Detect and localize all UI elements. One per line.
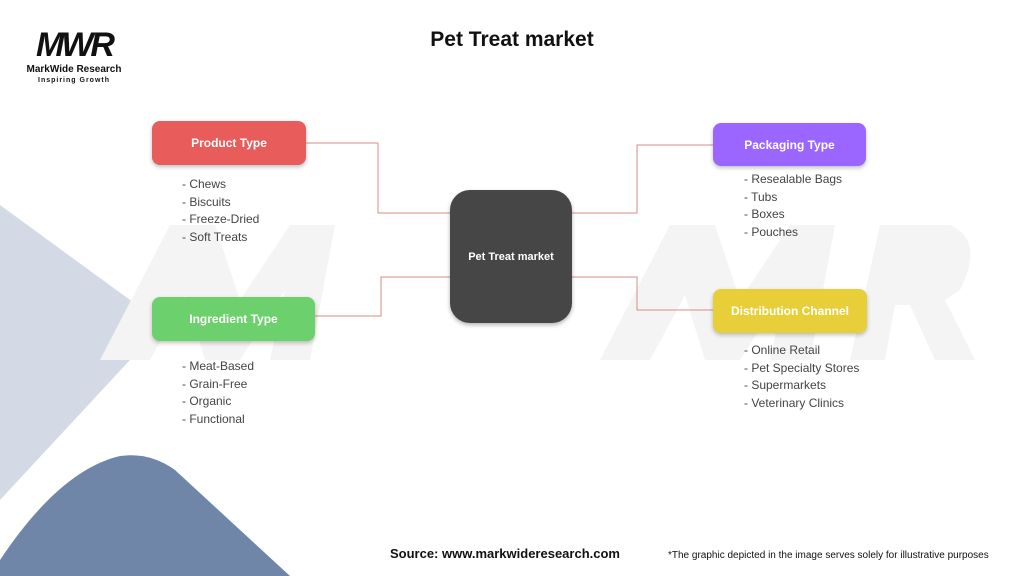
page-title: Pet Treat market xyxy=(430,28,594,51)
connector-product-type xyxy=(306,142,450,214)
distribution-channel-list: - Online Retail - Pet Specialty Stores -… xyxy=(744,342,859,412)
list-item: - Resealable Bags xyxy=(744,172,843,186)
list-item: - Chews xyxy=(182,177,227,191)
list-item: - Functional xyxy=(182,411,245,426)
logo-tagline: Inspiring Growth xyxy=(38,77,110,84)
list-item: - Boxes xyxy=(744,207,785,221)
list-item: - Pouches xyxy=(744,224,799,239)
branch-distribution-channel: Distribution Channel xyxy=(713,289,867,333)
connectors xyxy=(306,142,713,317)
list-item: - Grain-Free xyxy=(182,376,248,391)
list-item: - Organic xyxy=(182,394,232,408)
branch-product-type: Product Type xyxy=(152,121,306,165)
logo-mark: MWR xyxy=(36,26,115,64)
list-item: - Freeze-Dried xyxy=(182,212,260,226)
center-node: Pet Treat market xyxy=(450,190,572,323)
ingredient-type-list: - Meat-Based - Grain-Free - Organic - Fu… xyxy=(182,358,254,428)
connector-ingredient-type xyxy=(315,276,450,317)
watermark-shape xyxy=(850,225,975,360)
logo-name: MarkWide Research xyxy=(26,64,122,75)
connector-distribution-channel xyxy=(572,276,713,311)
list-item: - Meat-Based xyxy=(182,359,255,373)
product-type-list: - Chews - Biscuits - Freeze-Dried - Soft… xyxy=(182,176,259,246)
list-item: - Tubs xyxy=(744,189,778,204)
connector-packaging-type xyxy=(572,144,713,214)
decor-shape-light xyxy=(0,205,145,500)
disclaimer-note: *The graphic depicted in the image serve… xyxy=(668,550,989,561)
list-item: - Pet Specialty Stores xyxy=(744,360,860,375)
logo: MWR MarkWide Research Inspiring Growth xyxy=(18,26,130,85)
decor-shape-dark xyxy=(0,455,290,576)
list-item: - Supermarkets xyxy=(744,378,827,392)
branch-packaging-type: Packaging Type xyxy=(713,123,866,166)
packaging-type-list: - Resealable Bags - Tubs - Boxes - Pouch… xyxy=(744,171,842,241)
source-text: Source: www.markwideresearch.com xyxy=(389,546,620,561)
list-item: - Veterinary Clinics xyxy=(744,395,845,410)
list-item: - Online Retail xyxy=(744,343,821,357)
list-item: - Soft Treats xyxy=(182,229,248,244)
branch-ingredient-type: Ingredient Type xyxy=(152,297,315,341)
list-item: - Biscuits xyxy=(182,194,231,209)
